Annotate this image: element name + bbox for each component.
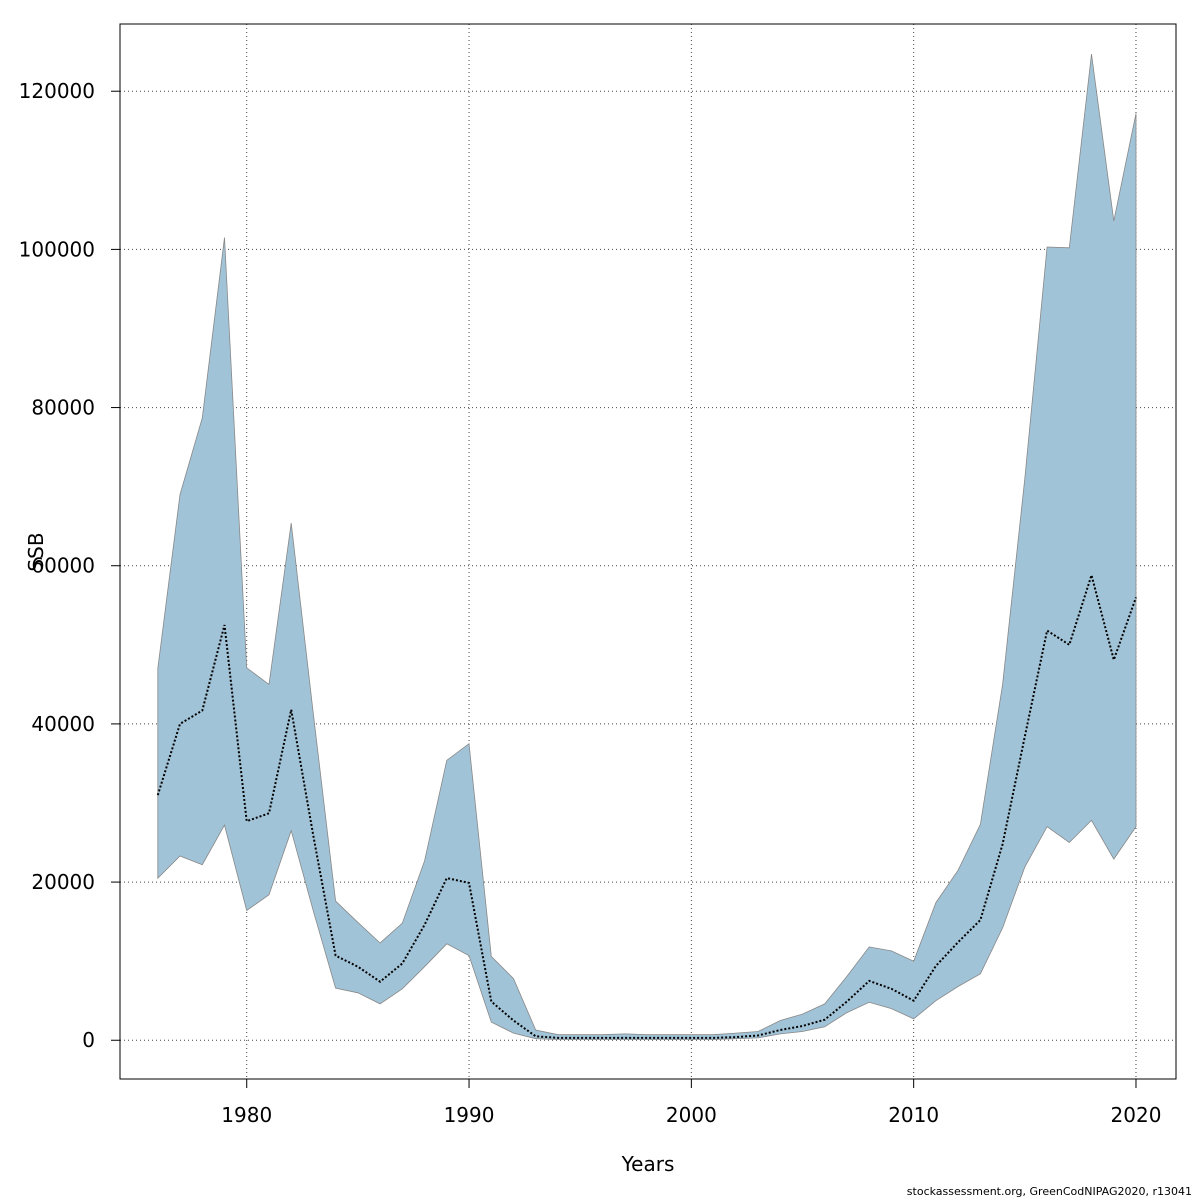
y-tick-label: 100000 (19, 237, 95, 261)
y-tick-label: 60000 (31, 554, 95, 578)
plot-frame (119, 23, 1177, 1080)
x-axis-title: Years (621, 1152, 675, 1176)
y-tick-label: 20000 (31, 870, 95, 894)
y-tick-label: 120000 (19, 79, 95, 103)
x-tick-label: 1980 (221, 1103, 272, 1127)
axes: 1980 1990 2000 2010 2020 0 20000 40000 60000 8000… (19, 79, 1162, 1127)
confidence-band (157, 54, 1137, 1040)
y-tick-label: 40000 (31, 712, 95, 736)
y-tick-label: 0 (82, 1028, 95, 1052)
confidence-bands (157, 54, 1137, 1040)
ssb-estimate-line (156, 571, 1137, 1039)
x-tick-label: 1990 (444, 1103, 495, 1127)
x-tick-label: 2020 (1111, 1103, 1162, 1127)
x-tick-label: 2000 (666, 1103, 717, 1127)
series-lines (156, 571, 1137, 1039)
y-tick-label: 80000 (31, 396, 95, 420)
y-axis-title: SSB (24, 532, 48, 571)
footer-credit: stockassessment.org, GreenCodNIPAG2020, … (906, 1185, 1192, 1198)
x-tick-label: 2010 (888, 1103, 939, 1127)
